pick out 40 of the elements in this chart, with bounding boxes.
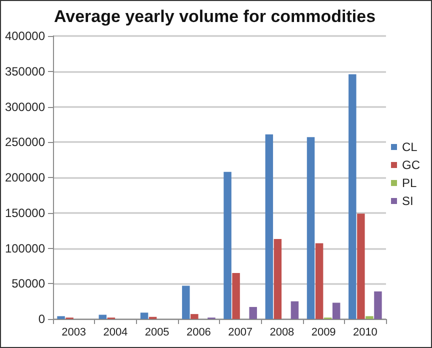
chart-title: Average yearly volume for commodities (54, 7, 376, 26)
y-tick-label: 50000 (12, 276, 46, 291)
bar (315, 243, 324, 319)
y-tick-label: 250000 (4, 135, 46, 150)
x-tick-label: 2005 (144, 326, 170, 338)
bar (57, 316, 65, 319)
y-tick-label: 300000 (4, 100, 46, 114)
bar (290, 301, 299, 319)
bar (366, 316, 374, 319)
y-tick-label: 100000 (4, 241, 46, 256)
bar (190, 314, 198, 319)
legend-label: SI (402, 194, 414, 208)
x-tick-label: 2008 (270, 326, 294, 338)
bar (357, 214, 365, 319)
x-tick-label: 2004 (103, 326, 128, 338)
y-tick-label: 0 (38, 312, 46, 326)
y-tick-label: 400000 (4, 29, 46, 43)
y-tick-label: 200000 (4, 170, 46, 184)
x-tick-label: 2006 (186, 326, 211, 338)
bar (224, 172, 232, 319)
bar (306, 137, 315, 319)
bar (374, 291, 382, 319)
bar (98, 314, 107, 319)
x-tick-label: 2007 (228, 326, 253, 338)
bar (348, 74, 356, 319)
x-tick-label: 2010 (352, 326, 378, 338)
bar (274, 239, 282, 319)
legend-label: GC (402, 158, 420, 172)
bar (182, 286, 190, 319)
bar (232, 273, 240, 319)
x-tick-label: 2003 (62, 326, 86, 338)
bar (249, 306, 257, 319)
y-tick-label: 150000 (4, 206, 46, 220)
bar (332, 302, 340, 319)
y-tick-label: 350000 (4, 64, 46, 78)
bar (140, 312, 148, 319)
bar (265, 134, 274, 319)
legend-label: PL (402, 176, 418, 190)
legend-label: CL (402, 140, 418, 154)
x-tick-label: 2009 (311, 326, 336, 338)
